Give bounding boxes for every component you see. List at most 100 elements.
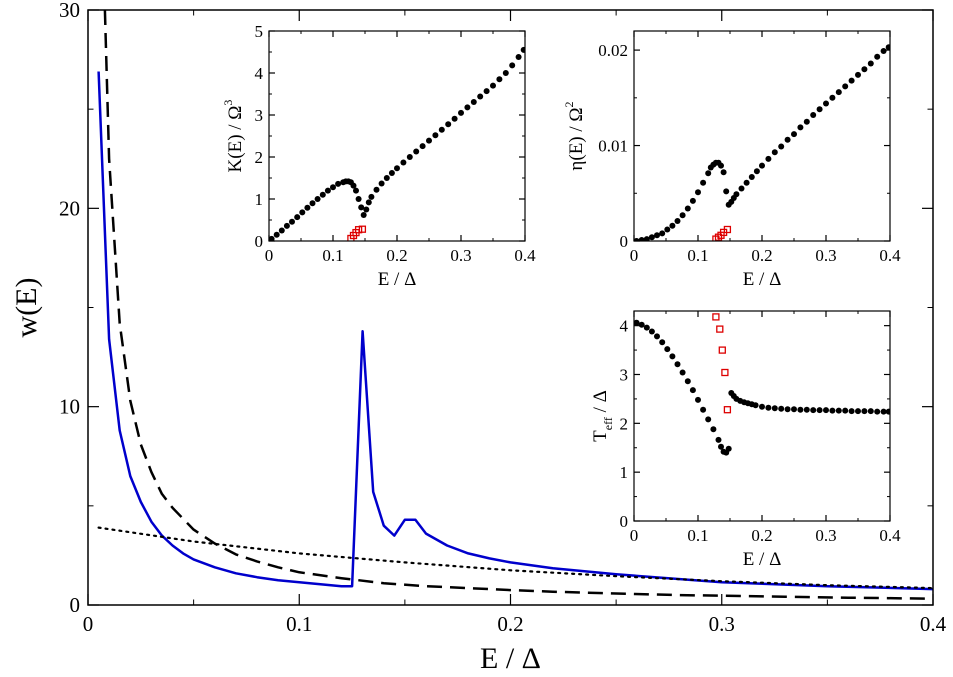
x-tick-label: 0.4: [514, 246, 536, 265]
y-axis-label-superscript: 3: [221, 100, 235, 106]
data-point: [299, 209, 306, 216]
data-point: [684, 378, 691, 385]
x-axis-label: E / Δ: [378, 269, 417, 290]
inset_eta-plot-background: [634, 31, 890, 241]
data-point: [861, 408, 868, 415]
y-axis-label-text: η(E) / Ω: [566, 107, 587, 170]
data-point: [634, 319, 640, 326]
data-point: [520, 46, 525, 53]
data-point: [791, 131, 797, 138]
data-point: [355, 196, 362, 202]
data-point: [700, 406, 707, 413]
data-point: [733, 191, 740, 198]
x-tick-label: 0.2: [751, 246, 772, 265]
data-point: [784, 406, 791, 413]
y-axis-label-text: K(E) / Ω: [225, 106, 246, 173]
data-point: [638, 321, 645, 328]
x-tick-label: 0.3: [709, 612, 735, 636]
data-point: [816, 106, 823, 113]
y-tick-label: 0.01: [598, 137, 628, 156]
data-point: [406, 154, 413, 160]
y-tick-label: 1: [620, 463, 629, 482]
data-point: [848, 408, 855, 415]
y-tick-label: 10: [59, 395, 80, 419]
data-point: [829, 94, 836, 101]
x-axis-label: E / Δ: [743, 269, 782, 290]
x-tick-label: 0.2: [497, 612, 523, 636]
data-point: [659, 230, 666, 237]
data-point: [885, 408, 890, 415]
x-tick-label: 0: [630, 246, 639, 265]
y-tick-label: 2: [255, 148, 264, 167]
data-point: [659, 339, 666, 346]
data-point: [664, 346, 671, 353]
data-point: [674, 218, 681, 224]
series-line-dashed: [103, 10, 933, 600]
data-point-square: [358, 225, 367, 233]
data-point: [304, 204, 311, 211]
data-point: [679, 212, 686, 219]
data-point: [848, 77, 855, 84]
x-tick-label: 0: [265, 246, 274, 265]
data-point: [378, 180, 385, 187]
data-point: [289, 218, 295, 225]
data-point: [368, 193, 375, 200]
x-tick-label: 0.1: [687, 526, 708, 545]
data-point: [771, 149, 778, 156]
data-point: [705, 416, 712, 423]
x-tick-label: 0.2: [386, 246, 407, 265]
data-point: [360, 212, 367, 218]
data-point: [674, 361, 681, 368]
data-point: [759, 162, 765, 169]
data-point: [373, 186, 380, 193]
data-point: [710, 426, 717, 433]
data-point: [496, 76, 503, 83]
data-point: [823, 100, 829, 107]
y-tick-label: 2: [620, 414, 629, 433]
data-point: [803, 118, 810, 125]
data-point: [669, 222, 676, 229]
data-point: [689, 387, 696, 394]
y-tick-label: 20: [59, 196, 80, 220]
data-point: [753, 168, 760, 175]
data-point: [669, 353, 676, 360]
data-point: [350, 182, 357, 189]
data-point: [752, 402, 759, 409]
inset_teff-data: [634, 313, 890, 456]
data-point: [309, 200, 316, 207]
data-point: [664, 226, 671, 233]
data-point: [394, 165, 400, 172]
data-point: [278, 227, 285, 234]
data-point: [426, 137, 432, 144]
data-point: [324, 187, 331, 194]
y-tick-label: 4: [255, 64, 264, 83]
data-point: [643, 324, 650, 331]
data-point: [842, 83, 849, 90]
data-point: [643, 236, 650, 241]
x-tick-label: 0.3: [450, 246, 471, 265]
data-point: [330, 184, 336, 191]
data-point: [654, 333, 660, 340]
data-point-square: [718, 346, 726, 354]
data-point: [363, 206, 370, 213]
y-tick-label: 3: [255, 106, 264, 125]
data-point: [464, 104, 471, 111]
y-axis-label-rest: / Δ: [590, 390, 611, 417]
data-point: [502, 70, 509, 76]
data-point: [759, 403, 765, 410]
data-point: [810, 407, 817, 414]
y-axis-label-superscript: 2: [562, 101, 576, 107]
data-point: [509, 62, 516, 69]
y-tick-label: 4: [620, 317, 629, 336]
main-data: [97, 10, 933, 600]
y-axis-label-subscript: eff: [601, 417, 615, 430]
data-point: [778, 143, 785, 150]
y-axis-label: K(E) / Ω3: [221, 100, 246, 173]
y-axis-label-text: T: [590, 430, 611, 442]
data-point: [269, 235, 275, 241]
data-point: [477, 93, 484, 100]
data-point: [771, 405, 778, 412]
data-point: [867, 408, 874, 415]
